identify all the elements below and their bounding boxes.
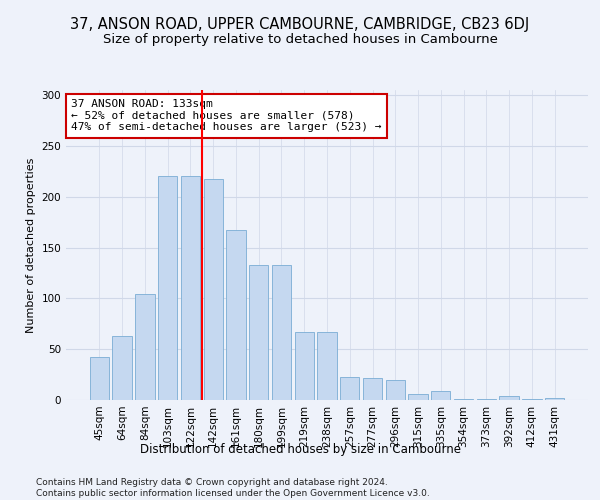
Bar xyxy=(295,332,314,400)
Bar xyxy=(545,398,564,400)
Text: Size of property relative to detached houses in Cambourne: Size of property relative to detached ho… xyxy=(103,32,497,46)
Bar xyxy=(203,180,223,400)
Bar xyxy=(340,376,359,400)
Bar xyxy=(181,176,200,400)
Bar xyxy=(112,336,132,400)
Bar xyxy=(454,399,473,400)
Bar xyxy=(522,399,542,400)
Bar xyxy=(363,378,382,400)
Bar xyxy=(226,230,245,400)
Bar xyxy=(386,380,405,400)
Text: Contains HM Land Registry data © Crown copyright and database right 2024.
Contai: Contains HM Land Registry data © Crown c… xyxy=(36,478,430,498)
Bar xyxy=(409,394,428,400)
Bar xyxy=(135,294,155,400)
Bar xyxy=(476,399,496,400)
Bar xyxy=(272,265,291,400)
Bar xyxy=(158,176,178,400)
Bar xyxy=(317,332,337,400)
Bar xyxy=(90,358,109,400)
Text: 37, ANSON ROAD, UPPER CAMBOURNE, CAMBRIDGE, CB23 6DJ: 37, ANSON ROAD, UPPER CAMBOURNE, CAMBRID… xyxy=(70,18,530,32)
Bar xyxy=(431,391,451,400)
Bar xyxy=(499,396,519,400)
Bar xyxy=(249,265,268,400)
Y-axis label: Number of detached properties: Number of detached properties xyxy=(26,158,36,332)
Text: 37 ANSON ROAD: 133sqm
← 52% of detached houses are smaller (578)
47% of semi-det: 37 ANSON ROAD: 133sqm ← 52% of detached … xyxy=(71,100,382,132)
Text: Distribution of detached houses by size in Cambourne: Distribution of detached houses by size … xyxy=(139,442,461,456)
